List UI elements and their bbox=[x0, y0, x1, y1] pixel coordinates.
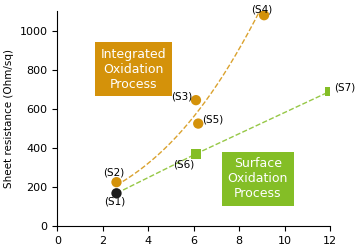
Text: (S4): (S4) bbox=[252, 4, 273, 14]
Text: Surface
Oxidation
Process: Surface Oxidation Process bbox=[228, 157, 288, 200]
Point bbox=[327, 89, 333, 93]
Text: (S3): (S3) bbox=[171, 91, 192, 101]
Text: (S7): (S7) bbox=[334, 82, 356, 92]
Text: Integrated
Oxidation
Process: Integrated Oxidation Process bbox=[101, 48, 167, 91]
Point bbox=[193, 152, 199, 156]
Text: (S6): (S6) bbox=[173, 160, 194, 170]
Point bbox=[261, 13, 267, 17]
Y-axis label: Sheet resistance (Ohm/sq): Sheet resistance (Ohm/sq) bbox=[4, 49, 14, 188]
Point bbox=[114, 191, 120, 195]
Text: (S5): (S5) bbox=[202, 114, 223, 124]
Point bbox=[195, 122, 201, 126]
Point bbox=[114, 180, 120, 184]
Text: (S2): (S2) bbox=[103, 167, 124, 177]
Point bbox=[193, 98, 199, 102]
Text: (S1): (S1) bbox=[104, 196, 125, 206]
